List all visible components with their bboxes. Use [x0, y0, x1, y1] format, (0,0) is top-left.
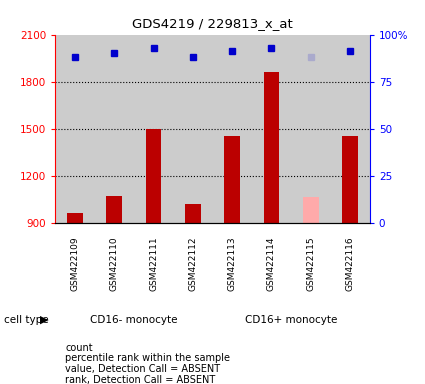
- Text: cell type: cell type: [4, 314, 49, 325]
- Bar: [252, 35, 291, 223]
- Bar: [342, 136, 358, 223]
- Text: ▶: ▶: [40, 314, 49, 325]
- Bar: [106, 196, 122, 223]
- Text: GSM422109: GSM422109: [71, 236, 79, 291]
- Text: CD16- monocyte: CD16- monocyte: [90, 314, 178, 325]
- Text: count: count: [65, 343, 93, 353]
- Text: GSM422112: GSM422112: [188, 236, 197, 291]
- Bar: [291, 35, 330, 223]
- Text: GSM422115: GSM422115: [306, 236, 315, 291]
- Bar: [134, 35, 173, 223]
- Bar: [303, 197, 319, 223]
- Bar: [146, 129, 162, 223]
- Bar: [212, 35, 252, 223]
- Text: GSM422114: GSM422114: [267, 236, 276, 291]
- Bar: [224, 136, 240, 223]
- Text: GSM422110: GSM422110: [110, 236, 119, 291]
- Bar: [67, 214, 83, 223]
- Bar: [94, 35, 134, 223]
- Text: GSM422116: GSM422116: [346, 236, 354, 291]
- Text: percentile rank within the sample: percentile rank within the sample: [65, 353, 230, 363]
- Text: GSM422113: GSM422113: [228, 236, 237, 291]
- Text: GDS4219 / 229813_x_at: GDS4219 / 229813_x_at: [132, 17, 293, 30]
- Text: CD16+ monocyte: CD16+ monocyte: [245, 314, 337, 325]
- Bar: [264, 72, 279, 223]
- Bar: [185, 204, 201, 223]
- Bar: [55, 35, 94, 223]
- Text: rank, Detection Call = ABSENT: rank, Detection Call = ABSENT: [65, 375, 215, 384]
- Text: GSM422111: GSM422111: [149, 236, 158, 291]
- Text: value, Detection Call = ABSENT: value, Detection Call = ABSENT: [65, 364, 220, 374]
- Bar: [330, 35, 370, 223]
- Bar: [173, 35, 212, 223]
